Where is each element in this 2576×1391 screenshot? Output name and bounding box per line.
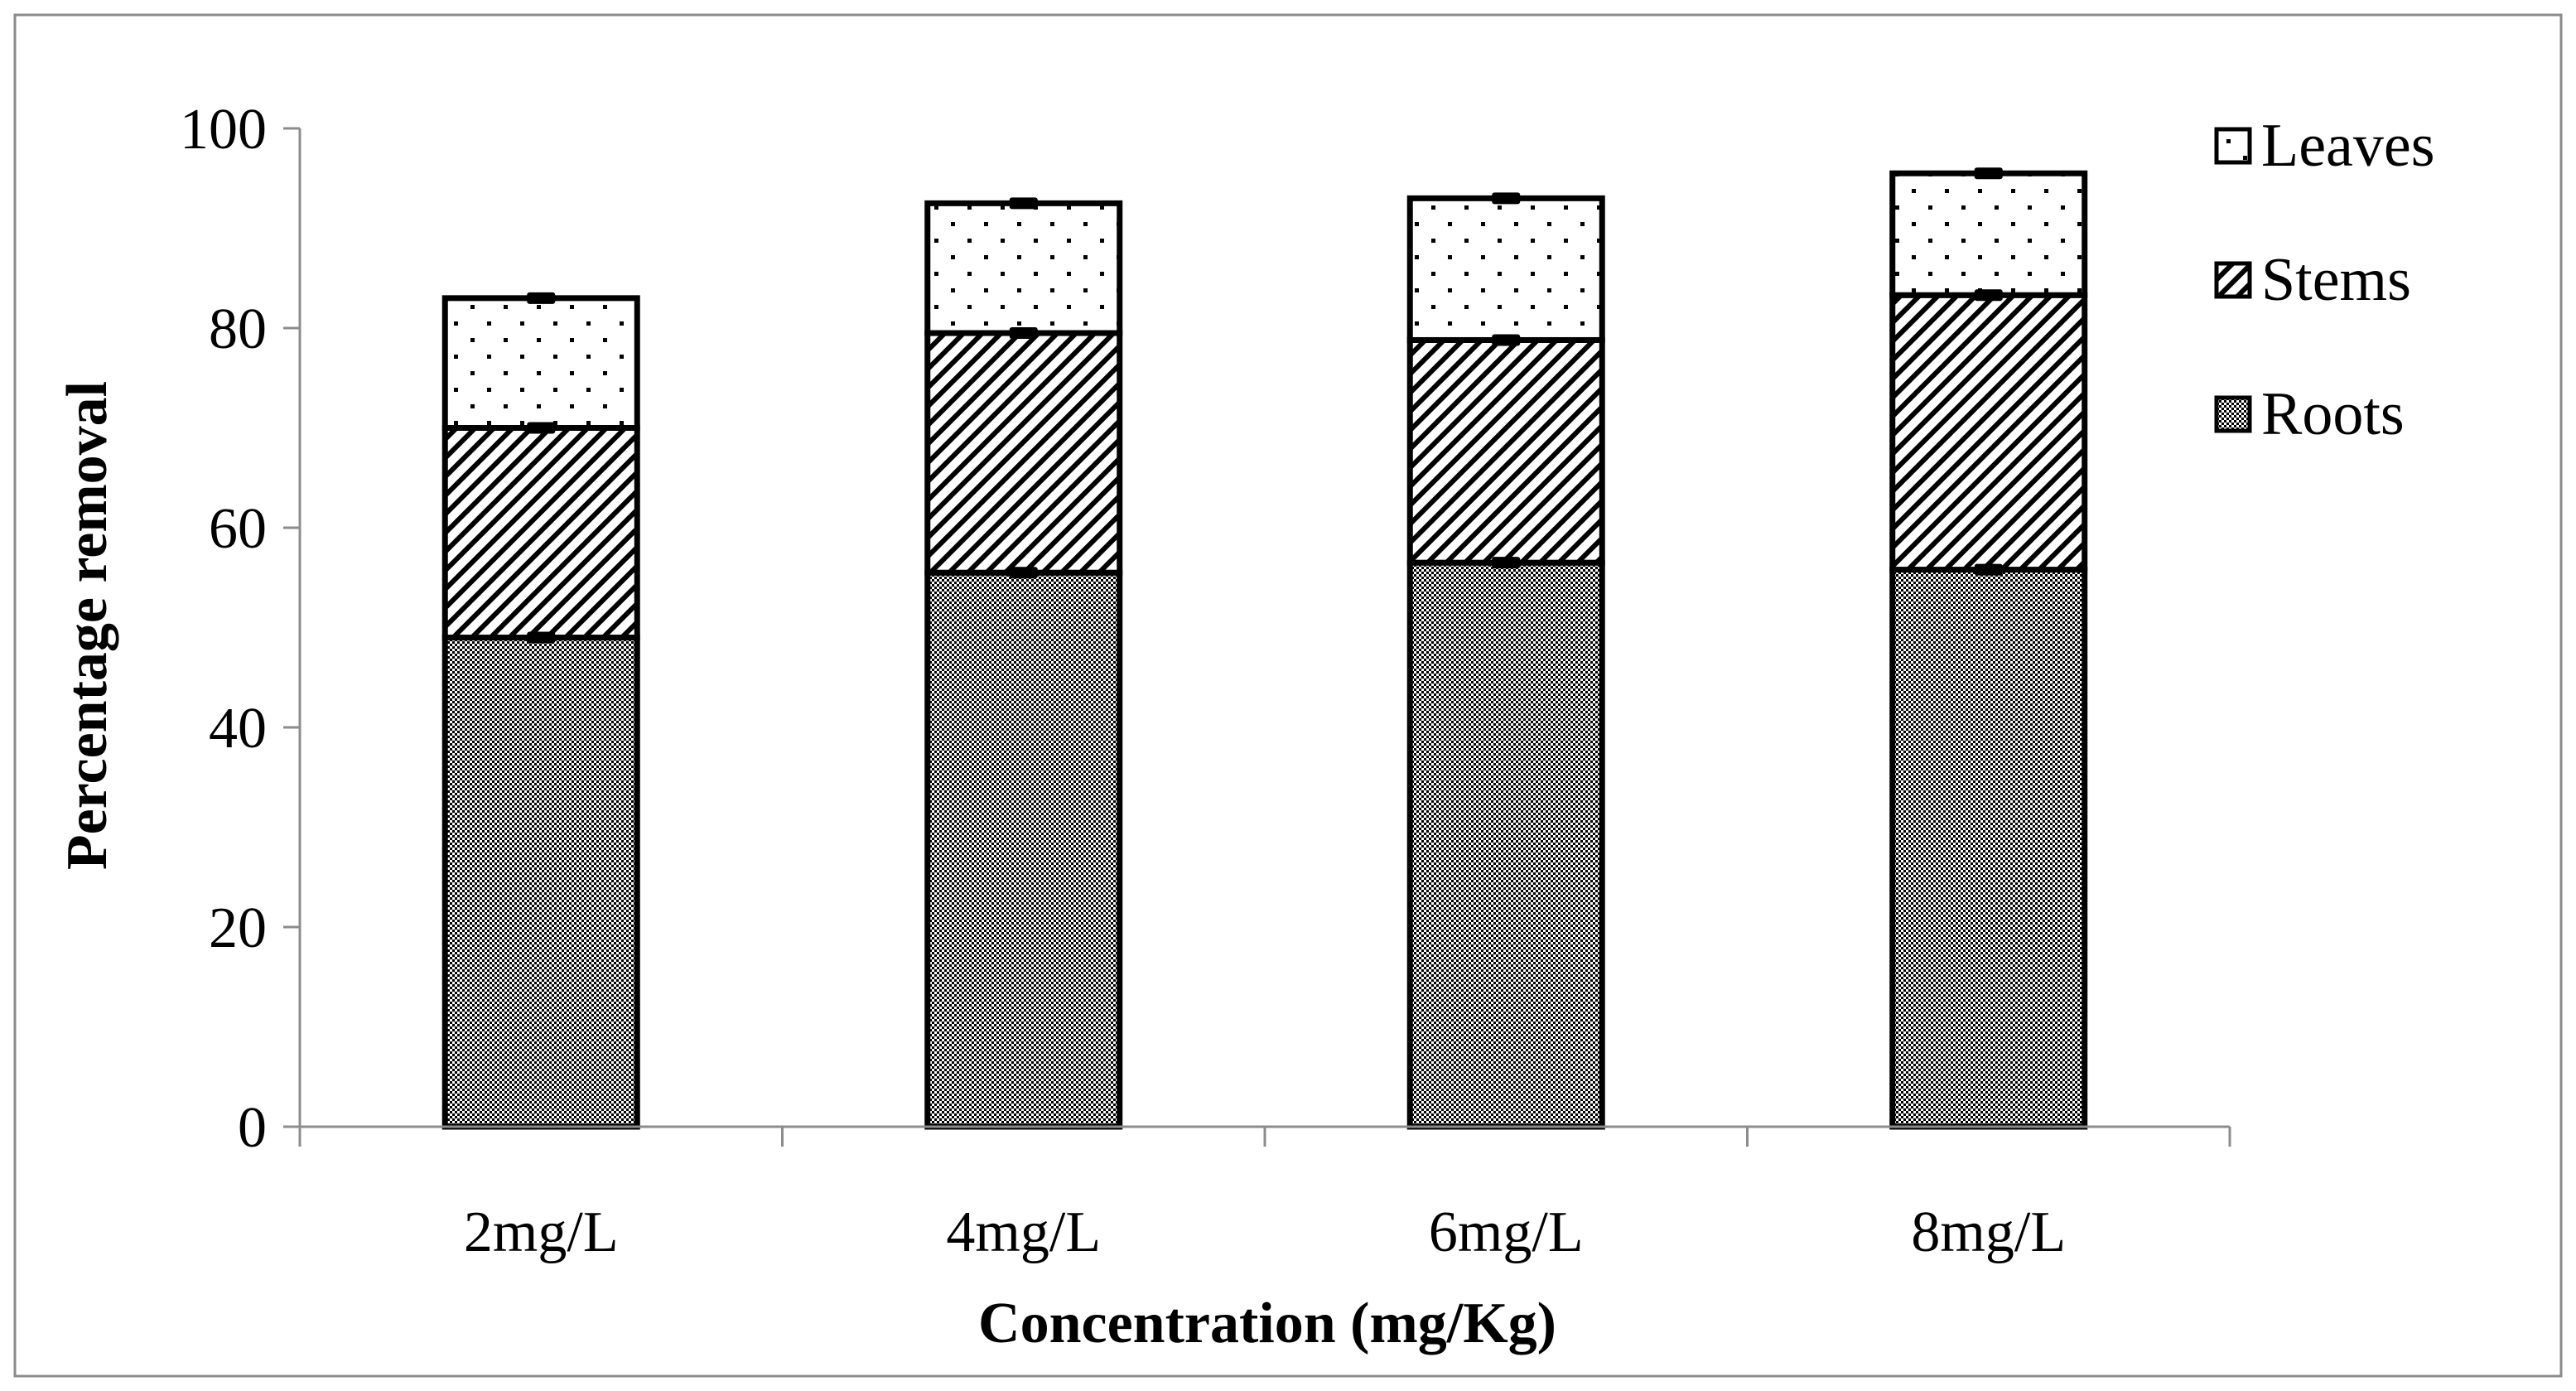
error-bar-roots-1: [527, 631, 556, 644]
y-tick-label: 40: [209, 697, 267, 761]
bar-leaves-4: [1889, 170, 2088, 298]
error-bar-roots-4: [1974, 563, 2003, 576]
y-tick-label: 0: [238, 1096, 267, 1160]
bar-stems-3: [1406, 336, 1605, 566]
x-axis-title: Concentration (mg/Kg): [978, 1292, 1556, 1355]
legend-label-leaves: Leaves: [2261, 112, 2435, 180]
bar-leaves-3: [1406, 195, 1605, 343]
y-tick-label: 80: [209, 297, 267, 361]
bar-roots-2: [924, 569, 1123, 1130]
error-bar-leaves-1: [527, 292, 556, 304]
bar-roots-1: [441, 635, 640, 1130]
bar-roots-3: [1406, 559, 1605, 1130]
x-category-label: 4mg/L: [946, 1200, 1101, 1264]
y-tick-label: 60: [209, 497, 267, 561]
y-axis-title: Percentage removal: [55, 381, 119, 870]
y-tick-label: 20: [209, 896, 267, 960]
error-bar-stems-3: [1492, 334, 1521, 346]
x-category-label: 8mg/L: [1911, 1200, 2066, 1264]
legend-swatch-leaves: [2214, 127, 2252, 165]
bar-stems-2: [924, 330, 1123, 576]
legend-swatch-stems: [2214, 261, 2252, 299]
bar-stems-1: [441, 425, 640, 641]
bar-leaves-2: [924, 200, 1123, 336]
x-category-label: 6mg/L: [1429, 1200, 1584, 1264]
bar-leaves-1: [441, 295, 640, 431]
error-bar-roots-2: [1009, 567, 1038, 579]
bar-stems-4: [1889, 292, 2088, 573]
error-bar-leaves-4: [1974, 167, 2003, 180]
error-bar-leaves-3: [1492, 192, 1521, 205]
error-bar-stems-4: [1974, 289, 2003, 302]
legend-label-stems: Stems: [2261, 246, 2411, 314]
legend-label-roots: Roots: [2261, 380, 2405, 448]
error-bar-stems-2: [1009, 327, 1038, 340]
error-bar-group: [527, 167, 2003, 644]
legend-swatch-roots: [2214, 395, 2252, 433]
bar-group: [441, 170, 2088, 1130]
legend: Leaves Stems Roots: [2214, 112, 2435, 448]
y-tick-label: 100: [180, 98, 267, 162]
axes: 0 20 40 60 80 100 2mg/L 4mg/L 6mg/L 8mg/L: [180, 98, 2231, 1264]
x-category-label: 2mg/L: [464, 1200, 619, 1264]
chart-frame: [13, 13, 2563, 1378]
error-bar-stems-1: [527, 422, 556, 434]
bar-roots-4: [1889, 567, 2088, 1130]
error-bar-roots-3: [1492, 557, 1521, 569]
error-bar-leaves-2: [1009, 197, 1038, 210]
